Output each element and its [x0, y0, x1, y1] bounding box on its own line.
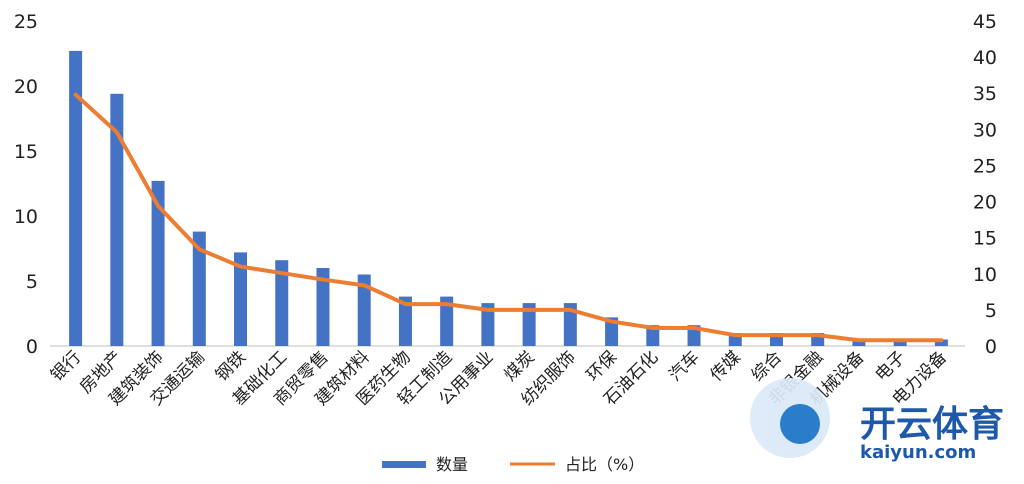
line-series — [73, 92, 944, 343]
right-tick-label: 5 — [985, 300, 997, 322]
legend: 数量 占比（%） — [382, 455, 644, 474]
watermark-domain: kaiyun.com — [860, 442, 976, 463]
line-path — [73, 92, 944, 343]
legend-label-line: 占比（%） — [565, 455, 644, 474]
bar — [357, 274, 371, 346]
bar — [605, 317, 619, 346]
bar — [522, 303, 536, 346]
bar-series — [69, 50, 948, 347]
bar — [563, 303, 577, 346]
right-tick-label: 40 — [973, 47, 997, 69]
category-label: 传媒 — [707, 347, 745, 385]
bar — [316, 268, 330, 346]
right-axis: 0 5 10 15 20 25 30 35 40 45 — [973, 11, 997, 358]
left-tick-label: 20 — [14, 76, 38, 98]
watermark: 开云体育 kaiyun.com — [750, 378, 1004, 463]
bar — [151, 180, 165, 346]
right-tick-label: 0 — [985, 336, 997, 358]
legend-swatch-bar — [382, 461, 426, 468]
bar — [234, 252, 248, 346]
bar — [852, 339, 866, 346]
left-axis: 0 5 10 15 20 25 — [14, 11, 38, 358]
bar — [934, 339, 948, 346]
category-label: 汽车 — [665, 347, 703, 385]
bar — [69, 50, 83, 347]
right-tick-label: 35 — [973, 83, 997, 105]
bar — [481, 303, 495, 346]
watermark-brand: 开云体育 — [860, 404, 1004, 445]
right-tick-label: 20 — [973, 192, 997, 214]
right-tick-label: 10 — [973, 264, 997, 286]
left-tick-label: 0 — [26, 336, 38, 358]
left-tick-label: 15 — [14, 141, 38, 163]
right-tick-label: 25 — [973, 155, 997, 177]
left-tick-label: 25 — [14, 11, 38, 33]
bar — [275, 260, 289, 346]
left-tick-label: 10 — [14, 206, 38, 228]
right-tick-label: 15 — [973, 228, 997, 250]
right-tick-label: 45 — [973, 11, 997, 33]
bar — [893, 339, 907, 346]
left-tick-label: 5 — [26, 271, 38, 293]
bar — [440, 296, 454, 346]
watermark-ball-icon — [780, 404, 820, 444]
legend-label-bar: 数量 — [436, 455, 468, 474]
right-tick-label: 30 — [973, 119, 997, 141]
bar — [192, 231, 206, 346]
bar — [110, 93, 124, 346]
bar — [398, 296, 412, 346]
bar — [646, 325, 660, 346]
